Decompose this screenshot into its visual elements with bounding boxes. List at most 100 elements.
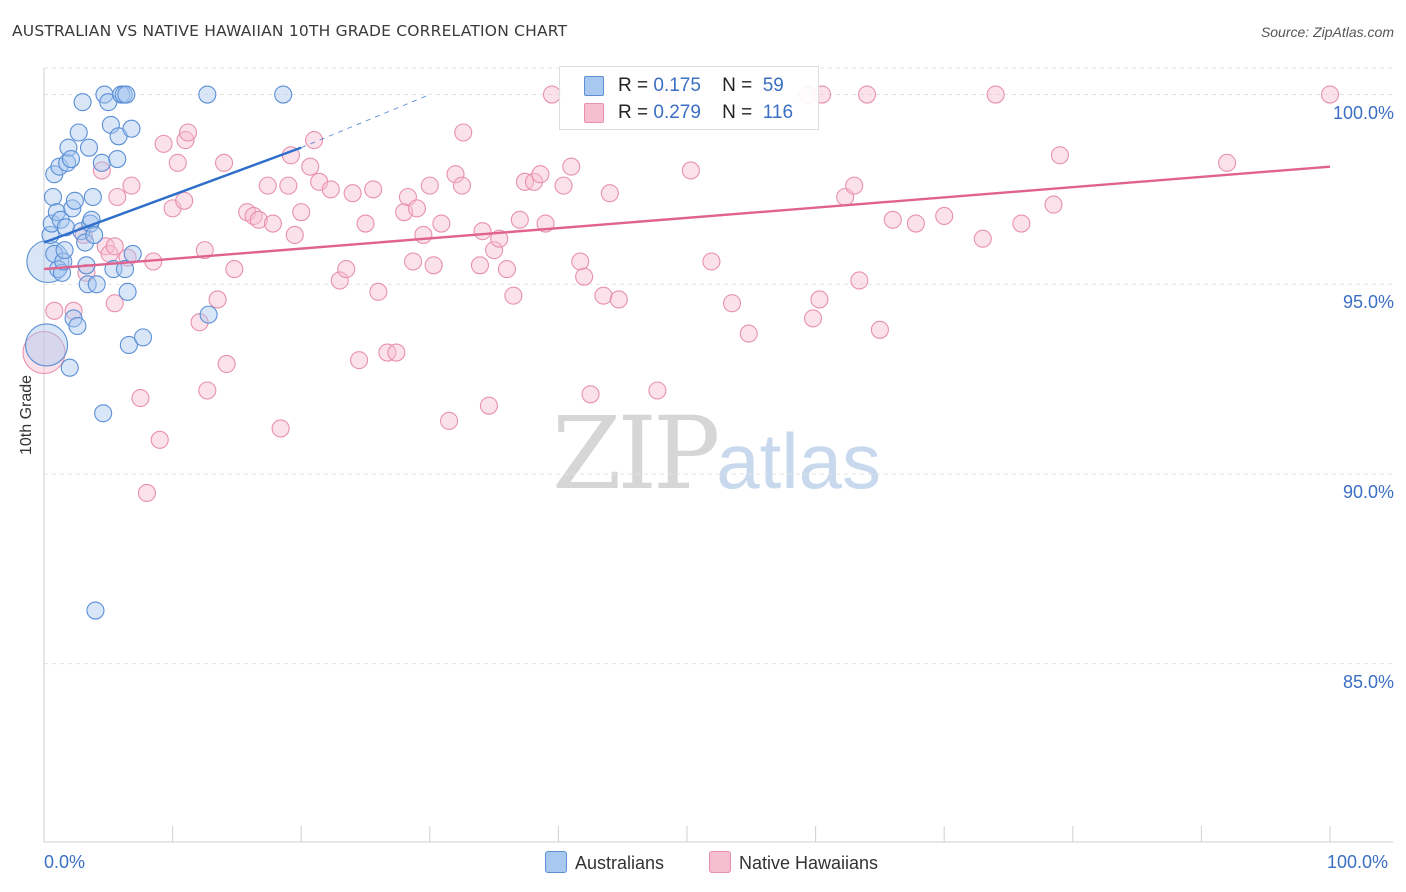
native-hawaiians-point (1044, 195, 1063, 214)
native-hawaiians-point (850, 271, 869, 290)
native-hawaiians-point (722, 294, 742, 313)
native-hawaiians-point (175, 191, 194, 210)
australians-point (55, 241, 74, 260)
native-hawaiians-point (337, 260, 356, 279)
native-hawaiians-point (870, 320, 889, 339)
native-hawaiians-point (681, 161, 700, 180)
hawaiians-swatch (584, 103, 604, 123)
native-hawaiians-point (857, 85, 877, 104)
native-hawaiians-point (1218, 153, 1237, 172)
watermark: ZIPatlas (552, 395, 881, 512)
native-hawaiians-point (554, 176, 573, 195)
native-hawaiians-point (168, 153, 187, 172)
australians-r-value: 0.175 (653, 75, 701, 96)
native-hawaiians-point (470, 256, 490, 275)
australians-point (108, 150, 127, 169)
native-hawaiians-point (217, 354, 236, 373)
native-hawaiians-point (479, 396, 499, 415)
native-hawaiians-point (446, 165, 465, 184)
native-hawaiians-point (343, 184, 362, 203)
native-hawaiians-point (504, 286, 523, 305)
native-hawaiians-point (440, 411, 459, 430)
bottom-australians-label: Australians (575, 853, 665, 873)
native-hawaiians-point (105, 294, 124, 313)
native-hawaiians-point (404, 252, 423, 271)
series-australians (25, 85, 293, 620)
native-hawaiians-point (594, 286, 613, 305)
native-hawaiians-point (131, 389, 150, 408)
australians-point (119, 335, 138, 355)
australians-point (87, 275, 106, 294)
native-hawaiians-point (497, 260, 517, 279)
australians-r-label: R = (618, 75, 649, 96)
australians-point (199, 305, 218, 324)
native-hawaiians-point (108, 187, 127, 207)
y-tick-label-95: 95.0% (1342, 292, 1394, 313)
native-hawaiians-point (214, 153, 234, 172)
y-tick-label-85: 85.0% (1342, 671, 1394, 692)
correlation-legend: R = 0.175 N = 59 R = 0.279 N = 116 (559, 66, 819, 130)
native-hawaiians-point (414, 225, 433, 244)
native-hawaiians-point (225, 260, 244, 279)
bottom-hawaiians-swatch (709, 851, 731, 873)
trend-lines (43, 94, 1331, 271)
australians-point (274, 85, 293, 104)
watermark-zip: ZIP (552, 395, 720, 512)
native-hawaiians-point (490, 229, 509, 248)
native-hawaiians-point (292, 203, 311, 222)
native-hawaiians-point (1050, 146, 1069, 165)
hawaiians-n-value: 116 (762, 102, 794, 123)
native-hawaiians-point (195, 241, 214, 260)
australians-point (68, 316, 87, 336)
native-hawaiians-point (420, 176, 439, 195)
native-hawaiians-point (883, 210, 902, 229)
native-hawaiians-point (279, 176, 298, 195)
native-hawaiians-point (154, 134, 173, 153)
australians-point (86, 601, 105, 620)
grid-lines (44, 67, 1393, 665)
native-hawaiians-point (810, 290, 829, 309)
native-hawaiians-point (845, 176, 864, 195)
x-tick-label-max: 100.0% (1327, 852, 1389, 872)
australians-point (198, 85, 217, 104)
native-hawaiians-point (973, 229, 992, 248)
australians-point (123, 244, 142, 263)
x-tick-label-min: 0.0% (44, 852, 86, 872)
y-tick-label-100: 100.0% (1332, 102, 1394, 123)
chart-title: AUSTRALIAN VS NATIVE HAWAIIAN 10TH GRADE… (12, 22, 568, 40)
native-hawaiians-point (531, 165, 550, 184)
australians-point (61, 150, 81, 169)
australians-point (25, 323, 69, 367)
native-hawaiians-point (92, 161, 111, 180)
native-hawaiians-point (263, 214, 282, 233)
native-hawaiians-point (575, 267, 594, 286)
native-hawaiians-point (609, 290, 628, 309)
native-hawaiians-point (1012, 214, 1031, 233)
australians-point (115, 260, 135, 279)
australians-trend-extension (301, 94, 430, 149)
native-hawaiians-point (407, 199, 426, 218)
hawaiians-trend-line (43, 165, 1331, 271)
legend-australians-text: R = 0.175 N = 59 (618, 75, 784, 97)
native-hawaiians-point (258, 176, 277, 195)
native-hawaiians-point (432, 214, 451, 233)
australians-n-value: 59 (762, 75, 784, 96)
australians-point (65, 191, 84, 210)
native-hawaiians-point (369, 282, 388, 301)
australians-point (43, 187, 63, 207)
native-hawaiians-point (271, 419, 290, 438)
native-hawaiians-point (208, 290, 227, 309)
native-hawaiians-point (249, 210, 268, 229)
native-hawaiians-point (986, 85, 1005, 104)
australians-point (94, 404, 113, 423)
native-hawaiians-point (454, 123, 473, 142)
native-hawaiians-point (387, 343, 406, 362)
native-hawaiians-point (562, 157, 581, 176)
australians-point (133, 328, 153, 347)
hawaiians-r-value: 0.279 (653, 102, 701, 123)
native-hawaiians-point (935, 206, 954, 226)
australians-point (56, 218, 75, 237)
native-hawaiians-point (600, 184, 619, 203)
native-hawaiians-point (424, 256, 443, 275)
